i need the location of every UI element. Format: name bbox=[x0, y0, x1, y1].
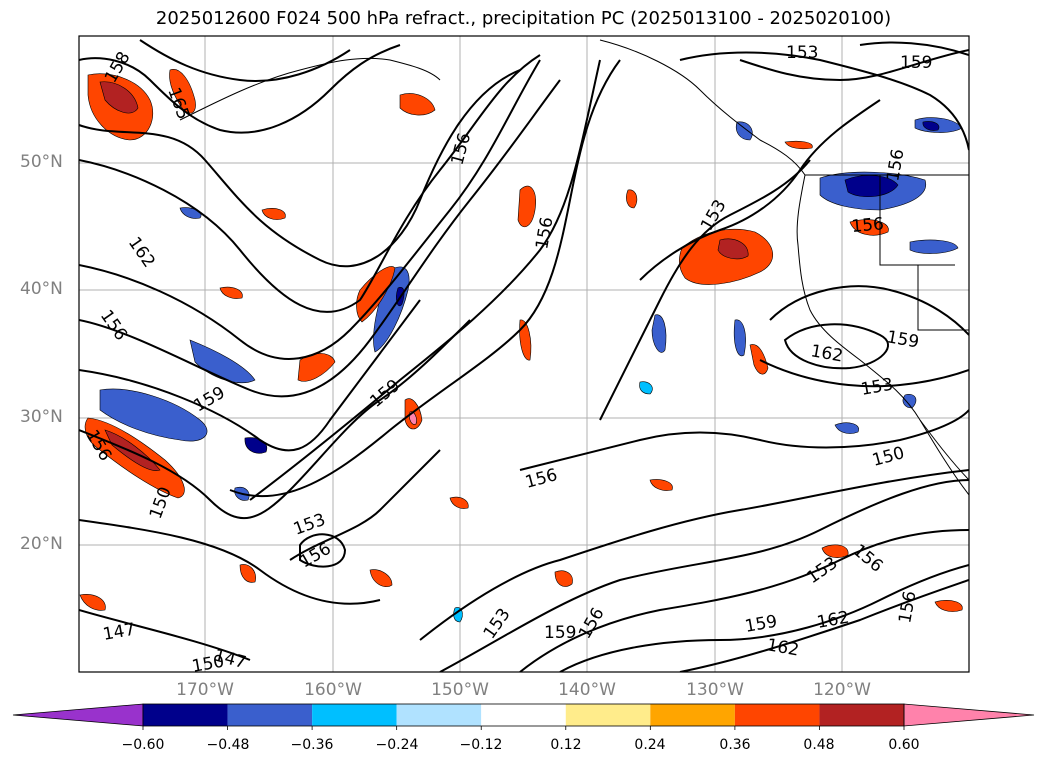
colorbar-box bbox=[396, 704, 482, 726]
colorbar-box bbox=[565, 704, 651, 726]
lon-label-170w: 170°W bbox=[176, 680, 234, 700]
colorbar-tick-label: 0.12 bbox=[550, 737, 582, 753]
contour-label: 156 bbox=[851, 214, 885, 237]
figure-title: 2025012600 F024 500 hPa refract., precip… bbox=[155, 8, 892, 29]
colorbar-border bbox=[142, 703, 905, 727]
colorbar-extend-low bbox=[12, 703, 144, 727]
colorbar-box bbox=[227, 704, 313, 726]
lat-label-20n: 20°N bbox=[20, 534, 63, 554]
colorbar-box bbox=[650, 704, 735, 726]
contour-label: 150 bbox=[190, 652, 225, 677]
colorbar-tick-label: 0.48 bbox=[803, 737, 835, 753]
lon-label-120w: 120°W bbox=[813, 680, 871, 700]
colorbar-tick-label: −0.24 bbox=[375, 737, 419, 753]
colorbar-box bbox=[312, 704, 397, 726]
contour-label: 159 bbox=[544, 623, 576, 643]
colorbar-box bbox=[734, 704, 820, 726]
lon-label-160w: 160°W bbox=[304, 680, 362, 700]
colorbar-tick-label: −0.12 bbox=[459, 737, 503, 753]
colorbar-box bbox=[481, 704, 566, 726]
lat-label-30n: 30°N bbox=[20, 407, 63, 427]
colorbar-box bbox=[819, 704, 904, 726]
lat-label-40n: 40°N bbox=[20, 279, 63, 299]
colorbar-box bbox=[143, 704, 228, 726]
colorbar-tick-label: 0.36 bbox=[719, 737, 751, 753]
contour-label: 153 bbox=[786, 43, 818, 63]
colorbar-tick-label: −0.36 bbox=[290, 737, 334, 753]
lon-label-140w: 140°W bbox=[558, 680, 616, 700]
lon-label-130w: 130°W bbox=[686, 680, 744, 700]
plot-border bbox=[78, 35, 970, 673]
colorbar-extend-high bbox=[903, 703, 1035, 727]
colorbar-tick-label: −0.48 bbox=[206, 737, 250, 753]
coastlines bbox=[179, 39, 969, 496]
colorbar-tick-label: 0.60 bbox=[888, 737, 920, 753]
lon-label-150w: 150°W bbox=[431, 680, 489, 700]
contour-lines bbox=[79, 39, 969, 672]
colorbar-tick-label: 0.24 bbox=[634, 737, 666, 753]
precip-positive-areas bbox=[79, 69, 963, 612]
gridlines bbox=[79, 36, 969, 672]
colorbar-tick-label: −0.60 bbox=[121, 737, 165, 753]
lat-label-50n: 50°N bbox=[20, 152, 63, 172]
contour-label: 159 bbox=[900, 53, 932, 73]
colorbar bbox=[12, 703, 1035, 730]
